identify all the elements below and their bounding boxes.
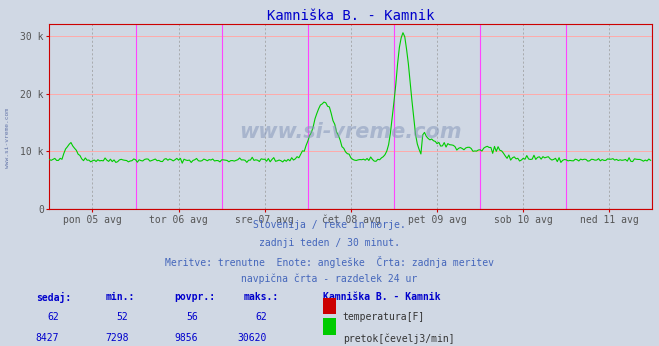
Text: www.si-vreme.com: www.si-vreme.com <box>5 108 11 169</box>
Text: www.si-vreme.com: www.si-vreme.com <box>240 121 462 142</box>
Text: 62: 62 <box>47 312 59 322</box>
Text: Slovenija / reke in morje.: Slovenija / reke in morje. <box>253 220 406 230</box>
Text: pretok[čevelj3/min]: pretok[čevelj3/min] <box>343 333 454 344</box>
Text: temperatura[F]: temperatura[F] <box>343 312 425 322</box>
Text: 56: 56 <box>186 312 198 322</box>
Text: 30620: 30620 <box>237 333 267 343</box>
Text: 9856: 9856 <box>174 333 198 343</box>
Text: Kamniška B. - Kamnik: Kamniška B. - Kamnik <box>323 292 440 302</box>
Text: navpična črta - razdelek 24 ur: navpična črta - razdelek 24 ur <box>241 274 418 284</box>
Text: Meritve: trenutne  Enote: angleške  Črta: zadnja meritev: Meritve: trenutne Enote: angleške Črta: … <box>165 256 494 268</box>
Text: povpr.:: povpr.: <box>175 292 215 302</box>
Text: 7298: 7298 <box>105 333 129 343</box>
Text: 8427: 8427 <box>36 333 59 343</box>
Text: sedaj:: sedaj: <box>36 292 71 303</box>
Text: min.:: min.: <box>105 292 135 302</box>
Text: zadnji teden / 30 minut.: zadnji teden / 30 minut. <box>259 238 400 248</box>
Text: 52: 52 <box>117 312 129 322</box>
Title: Kamniška B. - Kamnik: Kamniška B. - Kamnik <box>267 9 435 23</box>
Text: maks.:: maks.: <box>244 292 279 302</box>
Text: 62: 62 <box>255 312 267 322</box>
